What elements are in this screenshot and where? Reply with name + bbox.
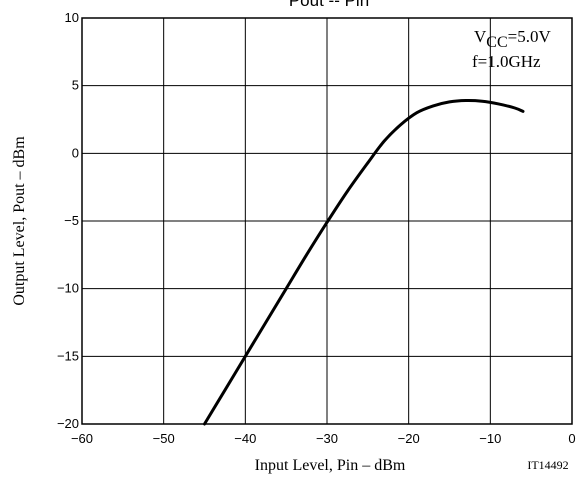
- y-tick-label: −20: [57, 416, 79, 431]
- x-axis-ticks: −60 −50 −40 −30 −20 −10 0: [71, 431, 576, 446]
- y-tick-label: 5: [72, 78, 79, 93]
- x-tick-label: −60: [71, 431, 93, 446]
- chart-title: Pout -- Pin: [289, 0, 369, 10]
- y-tick-label: −15: [57, 348, 79, 363]
- x-tick-label: −40: [234, 431, 256, 446]
- freq-annotation: f=1.0GHz: [472, 52, 541, 71]
- x-tick-label: −50: [153, 431, 175, 446]
- plot-frame: [81, 17, 573, 425]
- x-tick-label: 0: [568, 431, 575, 446]
- y-axis-label: Output Level, Pout – dBm: [11, 136, 28, 306]
- vcc-annotation: VCC=5.0V: [474, 27, 551, 51]
- y-tick-label: −10: [57, 281, 79, 296]
- x-tick-label: −10: [479, 431, 501, 446]
- x-axis-label: Input Level, Pin – dBm: [255, 457, 406, 474]
- grid-lines: [82, 18, 572, 424]
- figure-code: IT14492: [527, 458, 568, 472]
- pout-curve: [203, 99, 525, 426]
- y-tick-label: 0: [72, 145, 79, 160]
- y-tick-label: 10: [65, 10, 79, 25]
- vcc-subscript: CC: [486, 34, 507, 51]
- annotation-box: VCC=5.0V f=1.0GHz: [472, 27, 551, 71]
- vcc-value: =5.0V: [508, 27, 552, 46]
- y-axis-ticks: 10 5 0 −5 −10 −15 −20: [57, 10, 79, 431]
- vcc-prefix: V: [474, 27, 487, 46]
- x-tick-label: −20: [398, 431, 420, 446]
- x-tick-label: −30: [316, 431, 338, 446]
- y-tick-label: −5: [64, 213, 79, 228]
